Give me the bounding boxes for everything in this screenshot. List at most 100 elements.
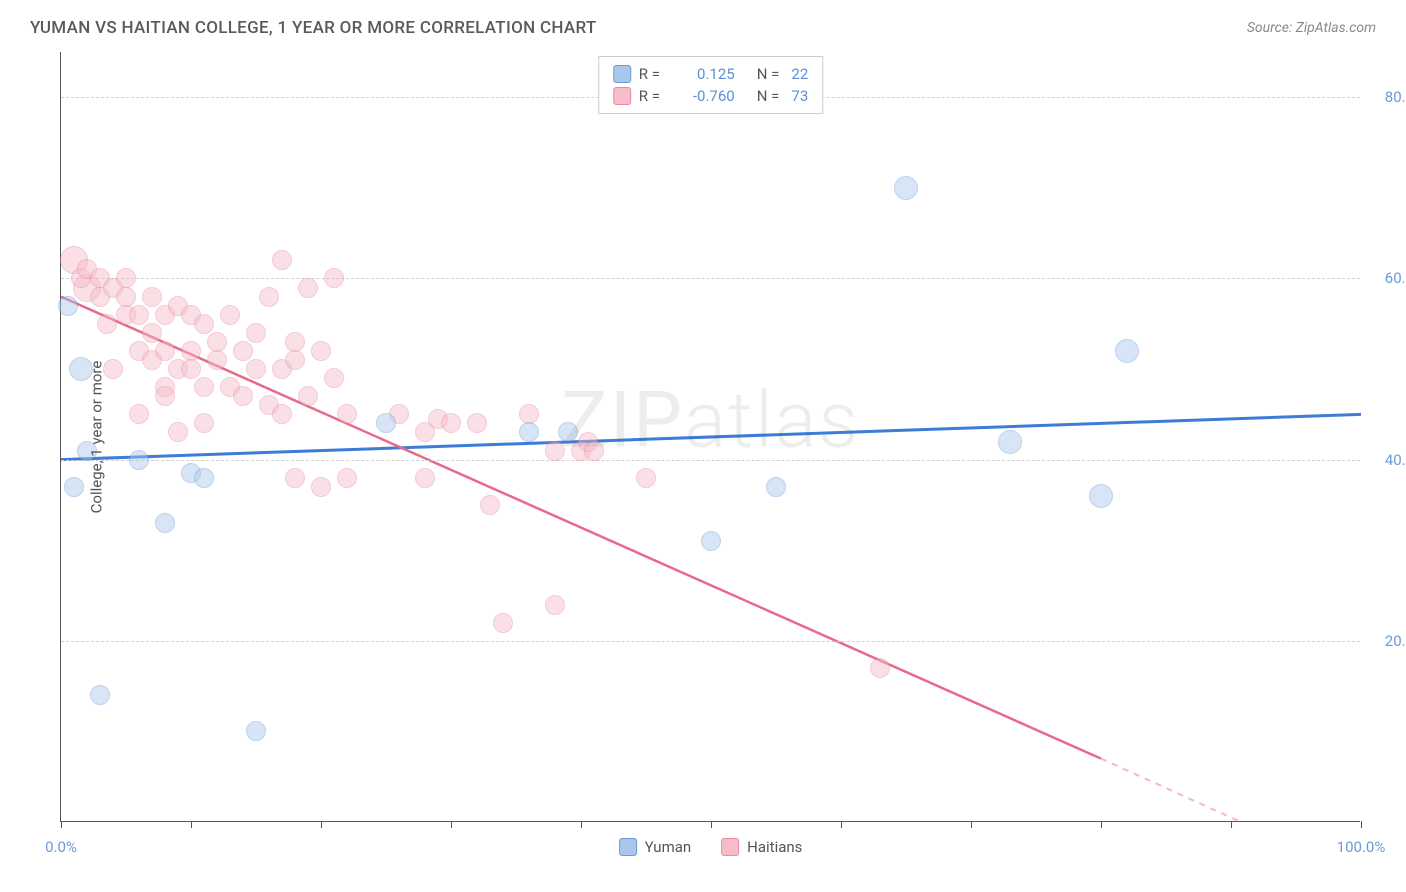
n-label: N = [757, 65, 780, 83]
chart-title: YUMAN VS HAITIAN COLLEGE, 1 YEAR OR MORE… [30, 18, 597, 38]
data-point-haitians [337, 468, 357, 488]
x-tick-label: 0.0% [45, 838, 77, 856]
data-point-yuman [558, 422, 578, 442]
data-point-yuman [894, 176, 918, 200]
data-point-yuman [58, 296, 78, 316]
gridline [61, 641, 1360, 642]
data-point-haitians [298, 386, 318, 406]
data-point-haitians [129, 305, 149, 325]
data-point-haitians [142, 323, 162, 343]
swatch-haitians [721, 838, 739, 856]
data-point-haitians [207, 332, 227, 352]
legend-item-yuman: Yuman [619, 838, 692, 856]
legend-item-haitians: Haitians [721, 838, 802, 856]
data-point-haitians [545, 441, 565, 461]
chart-container: ZIPatlas R = 0.125 N = 22 R = -0.760 N =… [60, 52, 1360, 822]
data-point-yuman [64, 477, 84, 497]
x-tick [711, 821, 712, 828]
legend-label-yuman: Yuman [645, 838, 692, 856]
data-point-haitians [103, 359, 123, 379]
plot-area: ZIPatlas R = 0.125 N = 22 R = -0.760 N =… [60, 52, 1360, 822]
legend-row-haitians: R = -0.760 N = 73 [613, 85, 809, 107]
data-point-haitians [870, 658, 890, 678]
data-point-haitians [311, 341, 331, 361]
data-point-yuman [766, 477, 786, 497]
data-point-haitians [233, 386, 253, 406]
data-point-haitians [415, 468, 435, 488]
r-value-yuman: 0.125 [675, 65, 735, 83]
n-value-haitians: 73 [791, 87, 808, 105]
data-point-yuman [519, 422, 539, 442]
legend-label-haitians: Haitians [747, 838, 802, 856]
x-tick-label: 100.0% [1337, 838, 1386, 856]
x-tick [841, 821, 842, 828]
r-label: R = [639, 65, 667, 83]
data-point-haitians [116, 268, 136, 288]
source-label: Source: ZipAtlas.com [1247, 20, 1376, 36]
data-point-yuman [1089, 484, 1113, 508]
data-point-haitians [467, 413, 487, 433]
data-point-haitians [194, 377, 214, 397]
data-point-yuman [1115, 339, 1139, 363]
x-tick [191, 821, 192, 828]
n-label: N = [757, 87, 780, 105]
data-point-haitians [584, 441, 604, 461]
gridline [61, 460, 1360, 461]
x-tick [1101, 821, 1102, 828]
data-point-haitians [181, 341, 201, 361]
swatch-yuman [613, 65, 631, 83]
data-point-haitians [116, 287, 136, 307]
r-value-haitians: -0.760 [675, 87, 735, 105]
regression-line [1101, 759, 1361, 822]
data-point-haitians [246, 323, 266, 343]
watermark: ZIPatlas [561, 376, 860, 467]
legend-correlation: R = 0.125 N = 22 R = -0.760 N = 73 [598, 56, 824, 114]
data-point-haitians [285, 332, 305, 352]
data-point-haitians [480, 495, 500, 515]
data-point-haitians [441, 413, 461, 433]
data-point-yuman [194, 468, 214, 488]
data-point-haitians [220, 305, 240, 325]
data-point-haitians [155, 386, 175, 406]
data-point-yuman [246, 721, 266, 741]
data-point-haitians [194, 314, 214, 334]
data-point-haitians [97, 314, 117, 334]
data-point-haitians [285, 350, 305, 370]
data-point-yuman [129, 450, 149, 470]
data-point-haitians [311, 477, 331, 497]
data-point-haitians [129, 404, 149, 424]
regression-line [61, 414, 1361, 459]
data-point-haitians [181, 359, 201, 379]
data-point-haitians [545, 595, 565, 615]
r-label: R = [639, 87, 667, 105]
x-tick [1231, 821, 1232, 828]
data-point-haitians [207, 350, 227, 370]
x-tick [971, 821, 972, 828]
data-point-haitians [493, 613, 513, 633]
swatch-yuman [619, 838, 637, 856]
data-point-haitians [194, 413, 214, 433]
data-point-haitians [298, 278, 318, 298]
data-point-yuman [90, 685, 110, 705]
watermark-atlas: atlas [684, 376, 860, 467]
n-value-yuman: 22 [791, 65, 808, 83]
data-point-haitians [337, 404, 357, 424]
legend-row-yuman: R = 0.125 N = 22 [613, 63, 809, 85]
data-point-haitians [246, 359, 266, 379]
data-point-yuman [998, 430, 1022, 454]
data-point-haitians [285, 468, 305, 488]
y-axis-title: College, 1 year or more [87, 361, 105, 514]
data-point-haitians [272, 250, 292, 270]
x-tick [61, 821, 62, 828]
data-point-haitians [142, 287, 162, 307]
y-tick-label: 20.0% [1385, 632, 1406, 650]
y-tick-label: 40.0% [1385, 451, 1406, 469]
data-point-haitians [233, 341, 253, 361]
gridline [61, 278, 1360, 279]
data-point-haitians [324, 268, 344, 288]
x-tick [1361, 821, 1362, 828]
y-tick-label: 60.0% [1385, 269, 1406, 287]
y-tick-label: 80.0% [1385, 88, 1406, 106]
regression-lines [61, 52, 1361, 822]
swatch-haitians [613, 87, 631, 105]
